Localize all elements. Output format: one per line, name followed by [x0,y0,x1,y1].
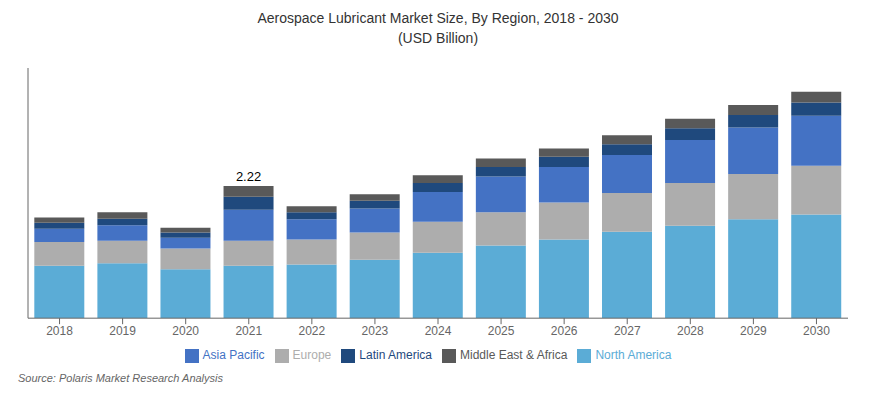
html-text:(USD Billion): (USD Billion) [397,30,479,46]
svg-text:2022: 2022 [298,324,325,338]
html-text:Europe: Europe [292,348,332,363]
svg-text:2029: 2029 [740,324,767,338]
svg-text:2019: 2019 [109,324,136,338]
html-text:Aerospace Lubricant Market Siz: Aerospace Lubricant Market Size, By Regi… [257,10,619,26]
svg-text:2020: 2020 [172,324,199,338]
svg-text:2028: 2028 [677,324,704,338]
html-text:Middle East & Africa: Middle East & Africa [460,348,568,363]
svg-text:2.22: 2.22 [236,169,261,184]
svg-text:2027: 2027 [614,324,641,338]
html-text:Asia Pacific: Asia Pacific [202,348,265,363]
svg-text:2024: 2024 [425,324,452,338]
svg-text:2025: 2025 [488,324,515,338]
html-text:Latin America: Latin America [359,348,432,363]
svg-text:2023: 2023 [362,324,389,338]
html-text:Source: Polaris Market Researc: Source: Polaris Market Research Analysis [18,372,223,384]
svg-text:2026: 2026 [551,324,578,338]
svg-text:2030: 2030 [803,324,830,338]
svg-text:2021: 2021 [235,324,262,338]
svg-text:2018: 2018 [46,324,73,338]
html-text:North America: North America [595,348,672,363]
